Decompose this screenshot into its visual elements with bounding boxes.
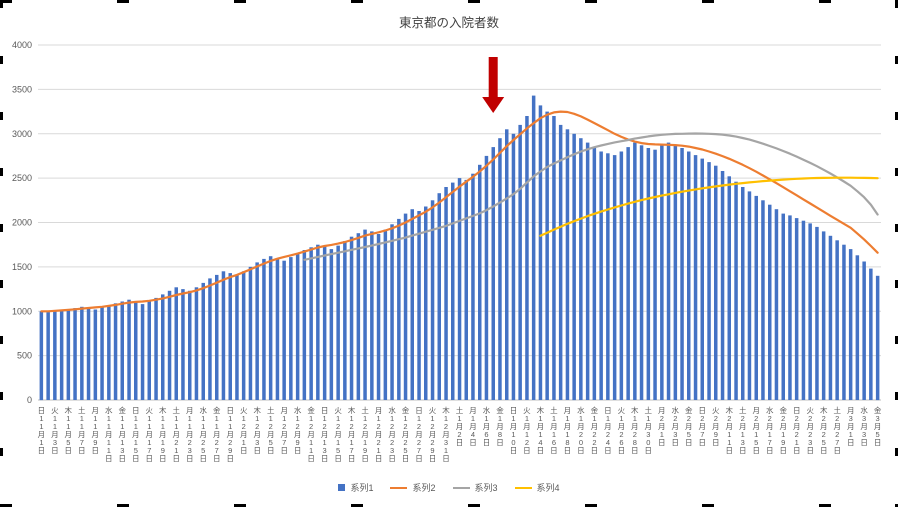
svg-text:500: 500 xyxy=(17,351,32,361)
svg-text:1000: 1000 xyxy=(12,306,32,316)
legend-line-swatch-icon xyxy=(452,486,470,489)
y-axis-labels: 0 500 1000 1500 2000 2500 3000 3500 4000 xyxy=(12,40,32,405)
line-系列3[interactable] xyxy=(303,132,879,261)
legend-line-swatch-icon xyxy=(514,486,532,489)
legend: 系列1 系列2 系列3 系列4 xyxy=(0,481,898,494)
down-arrow-annotation[interactable] xyxy=(482,57,505,113)
line-系列2[interactable] xyxy=(40,110,879,313)
legend-line-swatch-icon xyxy=(390,486,408,489)
svg-text:3000: 3000 xyxy=(12,129,32,139)
legend-item-1[interactable]: 系列1 xyxy=(338,481,373,494)
x-axis-labels: 日 1 1 月 1 日火 1 1 月 3 日木 1 1 月 5 日土 1 1 月 7 日月 1 1 月 9 日水 1 1 月 1 1 日金 1 1… xyxy=(38,405,882,463)
gridlines xyxy=(38,44,881,357)
legend-bar-swatch-icon xyxy=(338,484,346,491)
svg-text:0: 0 xyxy=(27,395,32,405)
svg-text:3500: 3500 xyxy=(12,84,32,94)
svg-text:2500: 2500 xyxy=(12,173,32,183)
chart-title: 東京都の入院者数 xyxy=(398,16,499,30)
legend-label: 系列4 xyxy=(536,483,560,493)
svg-text:2000: 2000 xyxy=(12,218,32,228)
legend-item-2[interactable]: 系列2 xyxy=(390,481,436,494)
legend-item-4[interactable]: 系列4 xyxy=(514,481,560,494)
legend-label: 系列1 xyxy=(350,483,374,493)
line-系列4[interactable] xyxy=(539,176,879,237)
svg-text:1500: 1500 xyxy=(12,262,32,272)
bars-series1[interactable] xyxy=(39,95,880,401)
legend-item-3[interactable]: 系列3 xyxy=(452,481,498,494)
legend-label: 系列3 xyxy=(474,483,498,493)
legend-label: 系列2 xyxy=(412,483,436,493)
svg-text:4000: 4000 xyxy=(12,40,32,50)
